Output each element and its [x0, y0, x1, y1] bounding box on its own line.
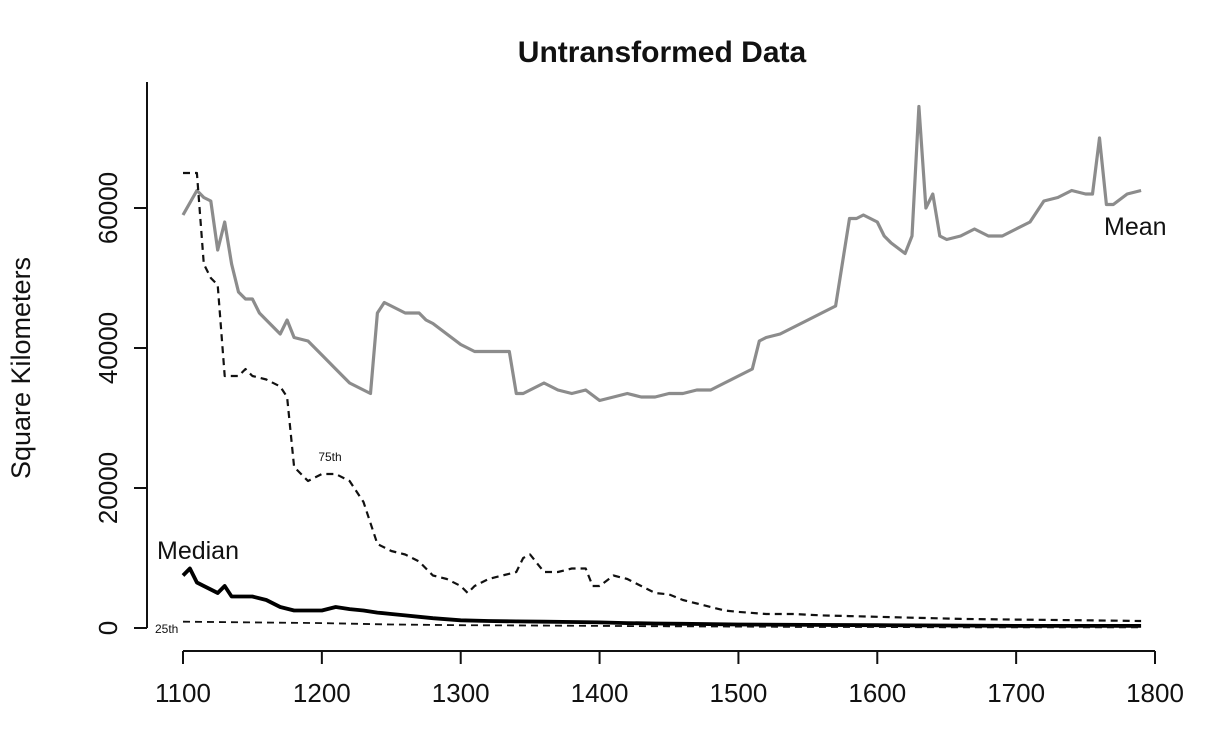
annotation-p75: 75th — [318, 450, 341, 464]
annotation-layer: Mean 75th Median 25th — [155, 213, 1167, 636]
y-tick-label: 40000 — [93, 312, 123, 384]
annotation-mean: Mean — [1104, 213, 1167, 241]
x-tick-label: 1200 — [293, 678, 351, 708]
x-tick-label: 1600 — [848, 678, 906, 708]
x-tick-label: 1500 — [710, 678, 768, 708]
series-layer — [181, 104, 1142, 629]
x-tick-label: 1400 — [571, 678, 629, 708]
x-tick-label: 1800 — [1126, 678, 1184, 708]
y-axis-label: Square Kilometers — [6, 257, 36, 479]
series-line-mean — [181, 104, 1142, 403]
annotation-p25: 25th — [155, 622, 178, 636]
series-line-p25 — [182, 620, 1142, 629]
series-line-median — [181, 566, 1142, 628]
chart-title: Untransformed Data — [518, 36, 807, 69]
x-tick-label: 1100 — [155, 678, 211, 708]
y-tick-label: 20000 — [93, 452, 123, 524]
annotation-median: Median — [157, 537, 239, 565]
y-tick-label: 60000 — [93, 172, 123, 244]
series-line-p75 — [183, 171, 1142, 623]
x-tick-label: 1700 — [987, 678, 1045, 708]
y-tick-label: 0 — [93, 621, 123, 635]
x-tick-label: 1300 — [432, 678, 490, 708]
axes: 1100 1200 1300 1400 1500 1600 1700 1800 0 20000 40… — [93, 82, 1184, 708]
